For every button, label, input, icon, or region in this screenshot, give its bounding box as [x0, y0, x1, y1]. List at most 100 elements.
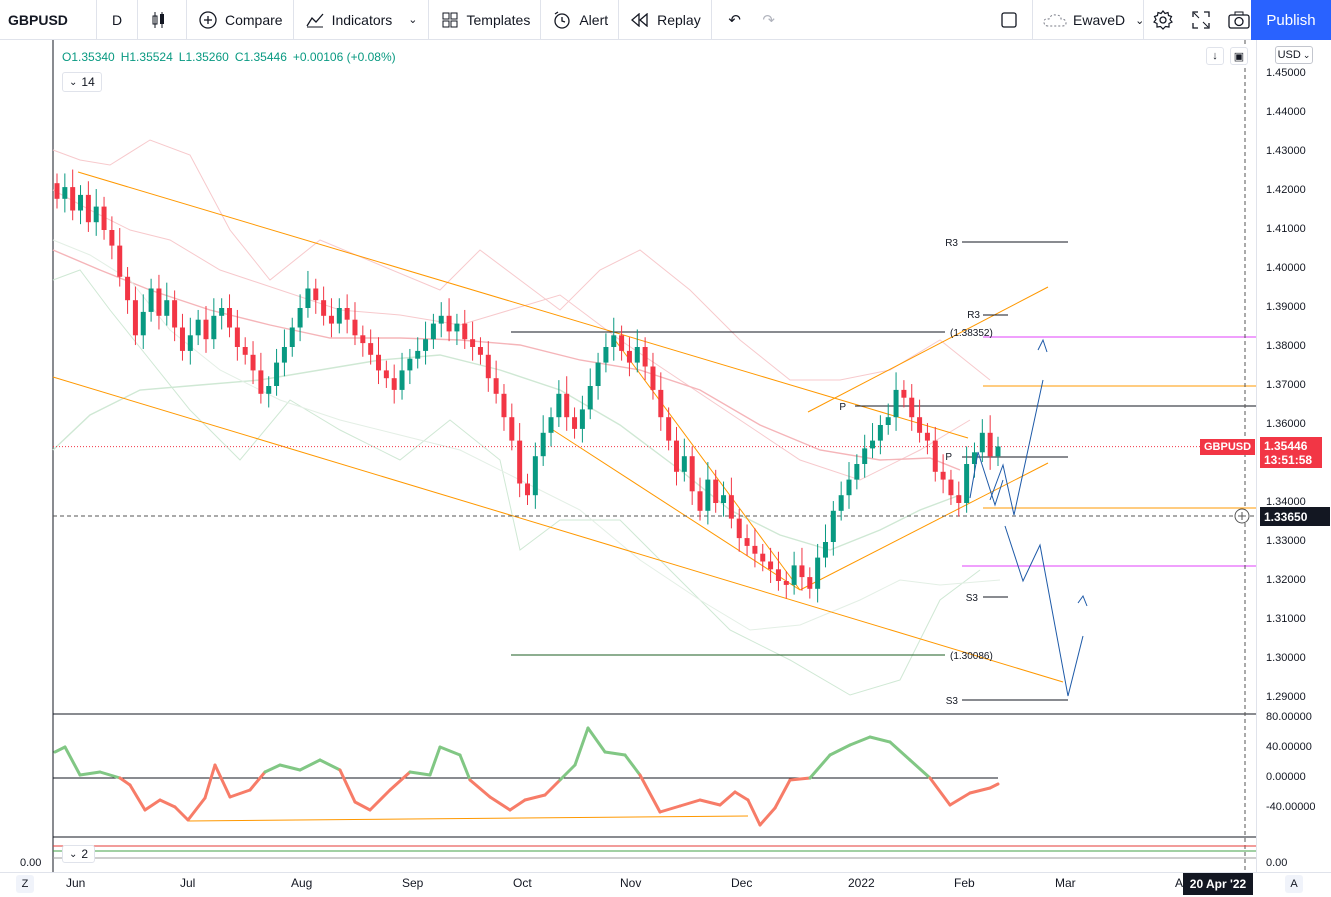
- sub-study-value: 2: [81, 847, 89, 861]
- oscillator-line: [558, 763, 577, 782]
- layout-name: EwaveD: [1073, 12, 1126, 28]
- candle-body: [352, 319, 358, 336]
- divider: [710, 0, 712, 40]
- legend-high: H1.35524: [120, 50, 173, 64]
- auto-scale-button[interactable]: A: [1285, 875, 1303, 893]
- candle-body: [274, 362, 280, 386]
- pivot-s3-label: S3: [966, 593, 979, 604]
- candle-body: [93, 206, 99, 223]
- candle-body: [407, 358, 413, 371]
- snapshot-button[interactable]: [1220, 0, 1258, 40]
- currency-label: USD: [1277, 49, 1301, 61]
- crosshair-price: 1.33650: [1264, 509, 1308, 524]
- maximize-pane-button[interactable]: ▣: [1230, 47, 1248, 65]
- oscillator-line: [908, 758, 932, 780]
- lower-band-inner: [52, 239, 1001, 631]
- indicators-button[interactable]: Indicators ⌄: [294, 0, 428, 40]
- legend-change: +0.00106 (+0.08%): [292, 50, 396, 64]
- candle-body: [721, 495, 727, 503]
- candle-body: [799, 565, 805, 578]
- oscillator-line: [353, 800, 372, 812]
- currency-select[interactable]: USD ⌄: [1275, 46, 1313, 64]
- crosshair-price-badge: 1.33650: [1260, 507, 1330, 526]
- alert-label: Alert: [579, 11, 609, 28]
- candle-body: [838, 495, 844, 511]
- chart-type-button[interactable]: [138, 0, 186, 40]
- sub-study-legend[interactable]: ⌄ 2: [62, 845, 96, 863]
- templates-button[interactable]: Templates: [429, 0, 541, 40]
- redo-button[interactable]: ↷: [752, 0, 786, 40]
- oscillator-line: [78, 770, 102, 777]
- compare-button[interactable]: Compare: [187, 0, 293, 40]
- undo-button[interactable]: ↶: [712, 0, 752, 40]
- candle-body: [195, 319, 201, 336]
- oscillator-line: [158, 798, 177, 809]
- chart-canvas[interactable]: R3 R3 (1.38352) P P S3 (1.30086) S3: [0, 40, 1256, 872]
- oscillator-line: [143, 798, 162, 812]
- candle-body: [85, 194, 91, 223]
- candle-body: [532, 456, 538, 496]
- candle-body: [987, 432, 993, 457]
- candle-body: [948, 479, 954, 496]
- zoom-toggle-button[interactable]: Z: [16, 875, 34, 893]
- lower-band-outer: [52, 269, 981, 696]
- time-axis[interactable]: [0, 872, 1331, 897]
- price-tick-label: 1.32000: [1266, 574, 1306, 586]
- oscillator-line: [623, 753, 642, 777]
- chevron-down-icon: ⌄: [69, 76, 78, 88]
- projection-arrowhead: [1077, 594, 1088, 607]
- oscillator-line: [543, 778, 562, 797]
- divider: [427, 0, 429, 40]
- candle-body: [697, 491, 703, 511]
- oscillator-line: [428, 745, 442, 777]
- oscillator-line: [733, 790, 750, 802]
- square-icon: [998, 9, 1020, 31]
- settings-button[interactable]: [1144, 0, 1182, 40]
- oscillator-trendline: [187, 815, 749, 822]
- oscillator-line: [203, 763, 217, 800]
- candle-body: [164, 300, 170, 316]
- interval-button[interactable]: D: [111, 11, 123, 28]
- layout-name-button[interactable]: EwaveD ⌄: [1033, 0, 1144, 40]
- candle-body: [477, 347, 483, 355]
- countdown: 13:51:58: [1264, 453, 1313, 467]
- oscillator-line: [408, 770, 432, 777]
- scroll-down-button[interactable]: ↓: [1206, 47, 1224, 65]
- candle-body: [289, 327, 295, 347]
- time-tick-label: Nov: [620, 876, 642, 890]
- publish-button[interactable]: Publish: [1251, 0, 1331, 40]
- time-tick-label: Jul: [180, 876, 196, 890]
- projection-upper: [989, 379, 1044, 516]
- chevron-down-icon: ⌄: [69, 848, 78, 860]
- time-tick-label: Oct: [513, 876, 532, 890]
- projection-recent: [969, 451, 1004, 507]
- oscillator-line: [758, 806, 777, 827]
- oscillator-tick-label: 0.00000: [1266, 771, 1306, 783]
- layout-select-button[interactable]: [986, 0, 1032, 40]
- plus-circle-icon: [197, 9, 219, 31]
- symbol-search-button[interactable]: GBPUSD: [8, 11, 68, 28]
- chevron-down-icon[interactable]: ⌄: [408, 14, 418, 26]
- oscillator-tick-label: -40.00000: [1266, 801, 1316, 813]
- templates-icon: [439, 9, 461, 31]
- candle-body: [564, 393, 570, 418]
- candle-body: [775, 569, 781, 581]
- study-legend[interactable]: ⌄ 14: [62, 72, 102, 92]
- candle-body: [179, 327, 185, 351]
- oscillator-line: [523, 793, 547, 802]
- alert-button[interactable]: Alert: [541, 0, 618, 40]
- candle-body: [501, 393, 507, 418]
- cloud-icon: [1043, 9, 1067, 31]
- candle-body: [783, 581, 789, 585]
- trendline-upper: [77, 171, 969, 439]
- oscillator-line: [586, 726, 607, 754]
- oscillator-line: [128, 783, 147, 812]
- fullscreen-button[interactable]: [1182, 0, 1220, 40]
- candle-body: [830, 510, 836, 542]
- price-tick-label: 1.42000: [1266, 184, 1306, 196]
- candle-body: [313, 288, 319, 301]
- pivot-r3-label: R3: [967, 310, 980, 321]
- replay-button[interactable]: Replay: [619, 0, 711, 40]
- oscillator-line: [368, 788, 392, 812]
- low-level-label: (1.30086): [950, 651, 993, 662]
